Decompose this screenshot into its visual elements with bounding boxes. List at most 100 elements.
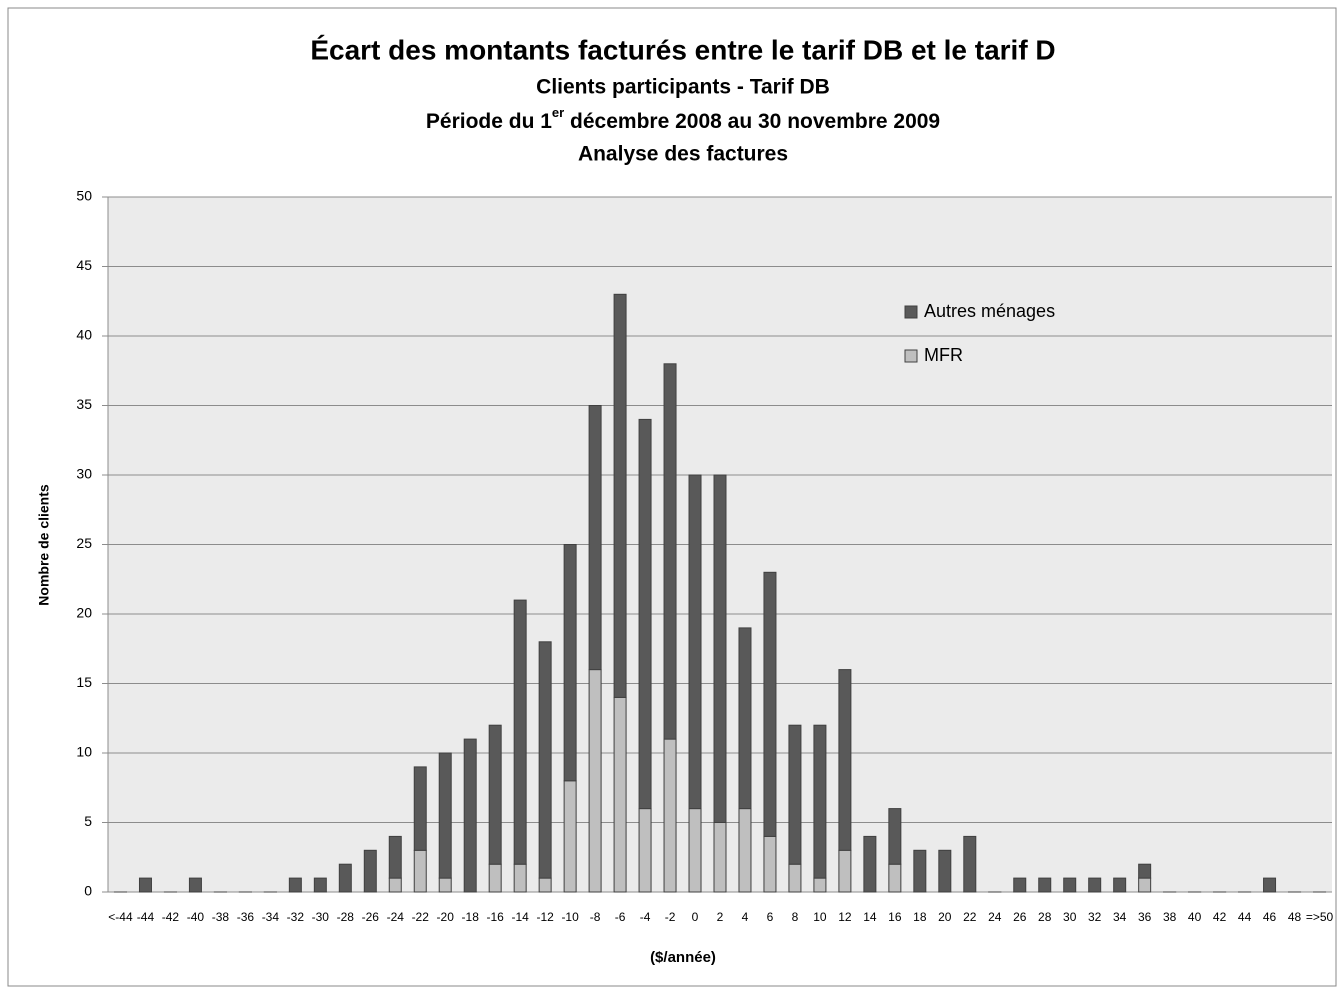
bar-segment <box>489 725 501 864</box>
bar-segment <box>1264 878 1276 892</box>
x-tick-label: -14 <box>511 910 529 924</box>
bar-segment <box>389 878 401 892</box>
x-tick-label: -40 <box>187 910 205 924</box>
x-tick-label: 30 <box>1063 910 1077 924</box>
x-tick-label: -4 <box>640 910 651 924</box>
bar-segment <box>639 419 651 808</box>
legend-label: Autres ménages <box>924 301 1055 321</box>
x-tick-label: 46 <box>1263 910 1277 924</box>
x-tick-label: 16 <box>888 910 902 924</box>
y-tick-label: 20 <box>76 605 92 621</box>
bar-segment <box>914 850 926 892</box>
y-axis-title: Nombre de clients <box>36 484 52 606</box>
bar-segment <box>889 864 901 892</box>
x-tick-label: -20 <box>437 910 455 924</box>
bar-segment <box>314 878 326 892</box>
chart-subtitle: Clients participants - Tarif DB <box>536 76 830 99</box>
legend-swatch <box>905 306 917 318</box>
bar-segment <box>689 809 701 892</box>
x-tick-label: 42 <box>1213 910 1227 924</box>
x-tick-label: -12 <box>536 910 554 924</box>
y-tick-label: 5 <box>84 813 92 829</box>
x-tick-label: <-44 <box>108 910 133 924</box>
bar-segment <box>839 670 851 851</box>
x-tick-label: -6 <box>615 910 626 924</box>
bar-segment <box>664 739 676 892</box>
bar-segment <box>639 809 651 892</box>
x-tick-label: -16 <box>487 910 505 924</box>
bar-segment <box>439 878 451 892</box>
y-tick-label: 50 <box>76 188 92 204</box>
period-sup: er <box>552 105 564 120</box>
bar-segment <box>1114 878 1126 892</box>
bar-segment <box>589 670 601 892</box>
bar-segment <box>764 572 776 836</box>
x-tick-label: 0 <box>692 910 699 924</box>
bar-segment <box>189 878 201 892</box>
bar-segment <box>864 836 876 892</box>
x-tick-label: 34 <box>1113 910 1127 924</box>
bar-segment <box>839 850 851 892</box>
bar-segment <box>414 767 426 850</box>
bar-segment <box>489 864 501 892</box>
chart-subtitle: Analyse des factures <box>578 143 788 166</box>
bar-segment <box>289 878 301 892</box>
bar-segment <box>1089 878 1101 892</box>
x-tick-label: 20 <box>938 910 952 924</box>
x-tick-label: -2 <box>665 910 676 924</box>
x-tick-label: -22 <box>412 910 430 924</box>
x-tick-label: -34 <box>262 910 280 924</box>
bar-segment <box>564 545 576 781</box>
bar-segment <box>414 850 426 892</box>
y-tick-label: 40 <box>76 327 92 343</box>
bar-segment <box>514 600 526 864</box>
bar-segment <box>664 364 676 739</box>
legend-swatch <box>905 350 917 362</box>
bar-segment <box>964 836 976 892</box>
y-tick-label: 15 <box>76 674 92 690</box>
bar-segment <box>539 878 551 892</box>
x-tick-label: 32 <box>1088 910 1102 924</box>
bar-segment <box>1139 864 1151 878</box>
bar-segment <box>714 475 726 823</box>
bar-segment <box>139 878 151 892</box>
bar-segment <box>739 809 751 892</box>
x-tick-label: 22 <box>963 910 977 924</box>
x-tick-label: 48 <box>1288 910 1302 924</box>
bar-segment <box>614 697 626 892</box>
bar-segment <box>1014 878 1026 892</box>
x-tick-label: -44 <box>137 910 155 924</box>
bar-segment <box>464 739 476 892</box>
bar-segment <box>739 628 751 809</box>
bar-segment <box>1039 878 1051 892</box>
bar-segment <box>1139 878 1151 892</box>
x-tick-label: -26 <box>362 910 380 924</box>
x-tick-label: 12 <box>838 910 852 924</box>
bar-segment <box>939 850 951 892</box>
bar-segment <box>389 836 401 878</box>
y-tick-label: 45 <box>76 257 92 273</box>
bar-segment <box>1064 878 1076 892</box>
y-tick-label: 25 <box>76 535 92 551</box>
x-tick-label: -28 <box>337 910 355 924</box>
bar-segment <box>764 836 776 892</box>
legend-label: MFR <box>924 345 963 365</box>
bar-segment <box>339 864 351 892</box>
y-tick-label: 10 <box>76 744 92 760</box>
bar-segment <box>364 850 376 892</box>
bar-segment <box>889 809 901 865</box>
chart-title: Écart des montants facturés entre le tar… <box>310 34 1055 65</box>
x-tick-label: 24 <box>988 910 1002 924</box>
x-tick-label: -18 <box>462 910 480 924</box>
x-tick-label: -38 <box>212 910 230 924</box>
bar-segment <box>814 725 826 878</box>
bar-segment <box>789 864 801 892</box>
bar-segment <box>789 725 801 864</box>
bar-segment <box>689 475 701 809</box>
bar-segment <box>439 753 451 878</box>
bar-segment <box>514 864 526 892</box>
y-tick-label: 35 <box>76 396 92 412</box>
x-tick-label: =>50 <box>1306 910 1334 924</box>
bar-segment <box>589 406 601 670</box>
x-tick-label: 4 <box>742 910 749 924</box>
